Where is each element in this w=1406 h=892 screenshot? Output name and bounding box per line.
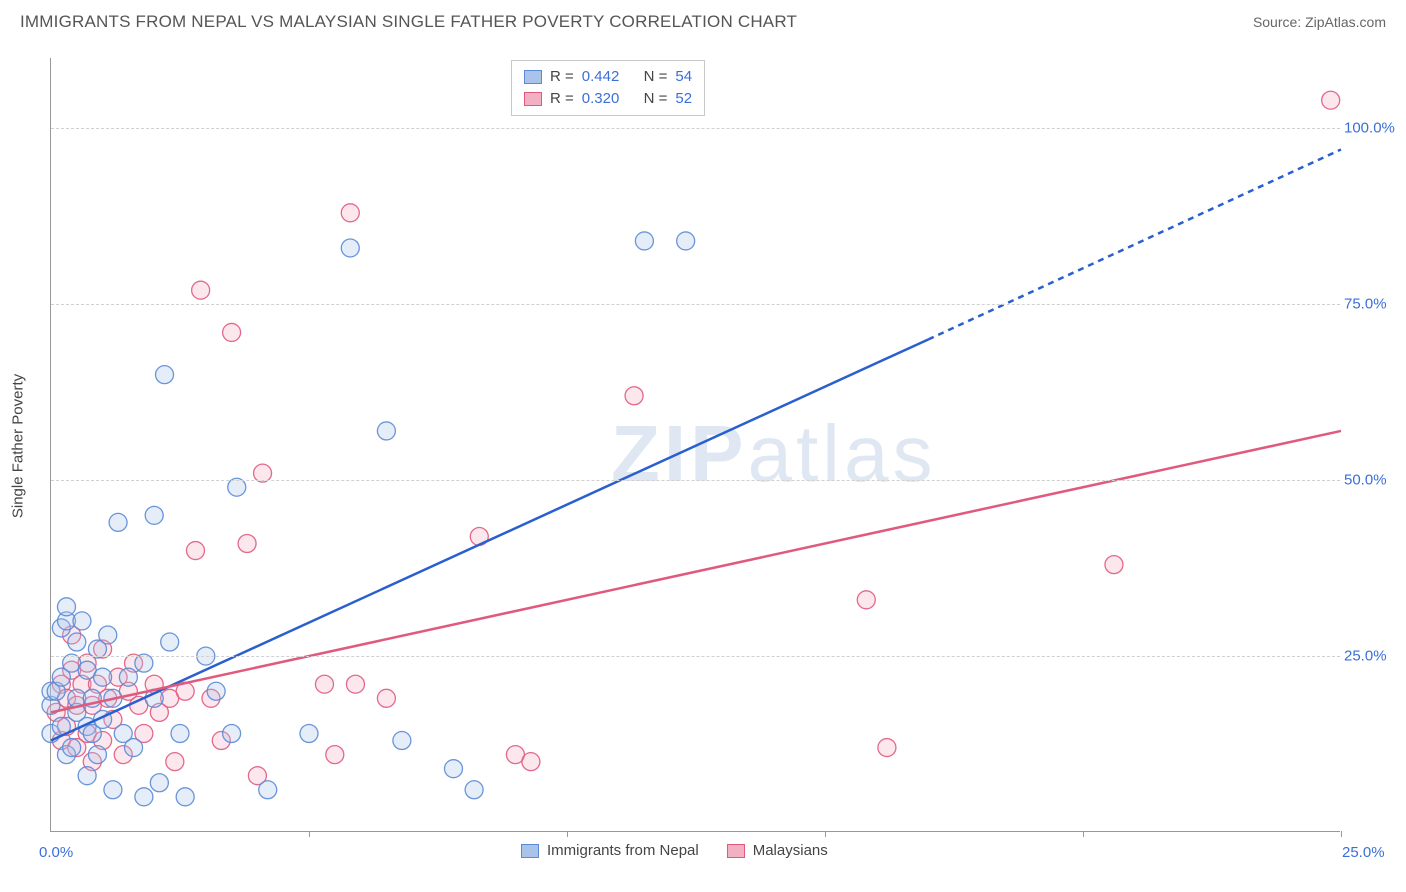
swatch-malaysians [524,92,542,106]
n-value-malaysians: 52 [675,88,692,110]
scatter-point [176,788,194,806]
scatter-point [104,781,122,799]
scatter-point [88,746,106,764]
ytick-label: 25.0% [1344,648,1400,665]
r-label: R = [550,66,574,88]
scatter-point [166,753,184,771]
scatter-point [125,739,143,757]
scatter-point [341,239,359,257]
legend-item-nepal: Immigrants from Nepal [521,842,699,859]
n-label: N = [644,66,668,88]
legend-item-malaysians: Malaysians [727,842,828,859]
scatter-point [78,767,96,785]
legend-row-malaysians: R = 0.320 N = 52 [524,88,692,110]
legend-label-malaysians: Malaysians [753,842,828,859]
ytick-label: 50.0% [1344,472,1400,489]
gridline [51,304,1340,305]
n-value-nepal: 54 [675,66,692,88]
scatter-chart: ZIPatlas R = 0.442 N = 54 R = 0.320 N = … [50,58,1340,832]
scatter-point [1105,556,1123,574]
scatter-point [223,724,241,742]
xtick-label-25: 25.0% [1342,844,1398,861]
scatter-point [444,760,462,778]
series-legend: Immigrants from Nepal Malaysians [521,842,828,859]
trend-line [51,339,928,740]
scatter-point [73,612,91,630]
y-axis-label: Single Father Poverty [10,374,27,518]
swatch-nepal [524,70,542,84]
scatter-point [465,781,483,799]
scatter-point [326,746,344,764]
legend-row-nepal: R = 0.442 N = 54 [524,66,692,88]
r-label: R = [550,88,574,110]
scatter-point [119,668,137,686]
scatter-point [625,387,643,405]
xtick [567,831,568,837]
scatter-point [192,281,210,299]
scatter-point [635,232,653,250]
scatter-point [156,366,174,384]
legend-label-nepal: Immigrants from Nepal [547,842,699,859]
scatter-point [63,739,81,757]
xtick [825,831,826,837]
scatter-point [377,689,395,707]
scatter-point [259,781,277,799]
gridline [51,128,1340,129]
xtick [309,831,310,837]
scatter-point [341,204,359,222]
source-label: Source: [1253,14,1301,30]
scatter-point [94,668,112,686]
gridline [51,656,1340,657]
ytick-label: 75.0% [1344,296,1400,313]
chart-title: IMMIGRANTS FROM NEPAL VS MALAYSIAN SINGL… [20,12,797,32]
scatter-point [522,753,540,771]
scatter-point [1322,91,1340,109]
r-value-malaysians: 0.320 [582,88,620,110]
ytick-label: 100.0% [1344,120,1400,137]
scatter-point [161,633,179,651]
scatter-point [346,675,364,693]
n-label: N = [644,88,668,110]
scatter-point [223,323,241,341]
scatter-point [677,232,695,250]
trend-line [928,149,1341,339]
scatter-point [857,591,875,609]
scatter-point [145,506,163,524]
scatter-point [878,739,896,757]
xtick [1341,831,1342,837]
swatch-nepal-icon [521,844,539,858]
source-attribution: Source: ZipAtlas.com [1253,14,1386,30]
scatter-point [207,682,225,700]
scatter-point [377,422,395,440]
scatter-point [238,535,256,553]
scatter-point [186,542,204,560]
scatter-point [315,675,333,693]
scatter-point [393,732,411,750]
scatter-point [109,513,127,531]
swatch-malaysians-icon [727,844,745,858]
scatter-point [68,633,86,651]
xtick [1083,831,1084,837]
plot-svg [51,58,1340,831]
correlation-legend: R = 0.442 N = 54 R = 0.320 N = 52 [511,60,705,116]
source-name: ZipAtlas.com [1305,14,1386,30]
scatter-point [135,788,153,806]
xtick-label-0: 0.0% [39,844,73,861]
gridline [51,480,1340,481]
scatter-point [99,626,117,644]
chart-header: IMMIGRANTS FROM NEPAL VS MALAYSIAN SINGL… [0,0,1406,44]
scatter-point [57,598,75,616]
scatter-point [171,724,189,742]
scatter-point [150,774,168,792]
r-value-nepal: 0.442 [582,66,620,88]
trend-line [51,431,1341,712]
scatter-point [300,724,318,742]
